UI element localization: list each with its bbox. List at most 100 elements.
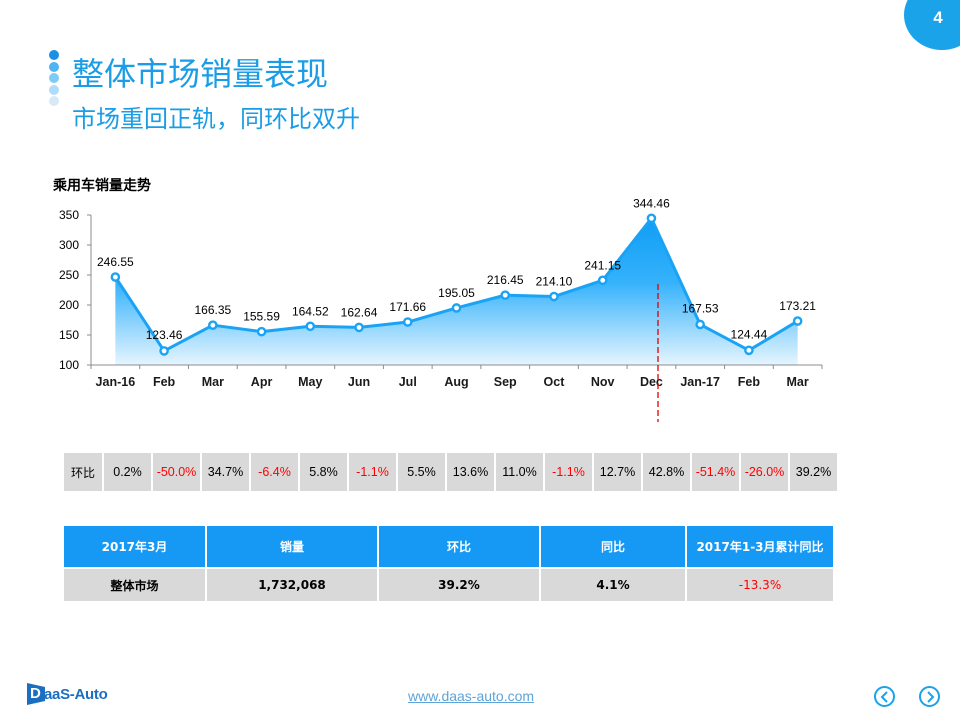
data-point [305, 321, 316, 332]
cell-ytd-yoy: -13.3% [685, 567, 835, 603]
data-point [110, 272, 121, 282]
title-dot [49, 73, 59, 84]
x-tick-label: Jun [348, 375, 370, 389]
logo-text: aaS-Auto [44, 685, 108, 703]
title-dot [49, 96, 59, 107]
x-tick-label: Nov [591, 375, 615, 389]
logo-mark-icon: D [27, 683, 45, 705]
x-tick-label: Mar [787, 375, 809, 389]
page-number: 4 [933, 8, 943, 27]
data-label: 124.44 [731, 327, 768, 341]
mom-cell: -50.0% [151, 451, 202, 493]
cell-yoy: 4.1% [539, 567, 687, 603]
chart-title: 乘用车销量走势 [53, 178, 151, 194]
data-label: 155.59 [243, 310, 280, 324]
data-label: 344.46 [633, 196, 670, 210]
mom-cell: 11.0% [494, 451, 545, 493]
x-tick-label: Mar [202, 375, 224, 389]
data-label: 164.52 [292, 304, 329, 318]
cell-market: 整体市场 [62, 567, 207, 603]
mom-cell: -1.1% [347, 451, 398, 493]
data-label: 123.46 [146, 328, 183, 342]
cell-sales: 1,732,068 [205, 567, 379, 603]
y-tick-label: 300 [59, 238, 79, 252]
mom-cell: 12.7% [592, 451, 643, 493]
mom-cell: 5.8% [298, 451, 349, 493]
header-yoy: 同比 [539, 526, 687, 569]
data-label: 166.35 [194, 303, 231, 317]
mom-ratio-table: 环比 0.2% -50.0% 34.7% -6.4% 5.8% -1.1% 5.5% 13.6… [62, 451, 839, 493]
header-month: 2017年3月 [62, 526, 207, 569]
chevron-right-icon [926, 690, 934, 703]
data-label: 195.05 [438, 286, 475, 300]
mom-cell: 39.2% [788, 451, 839, 493]
data-point [744, 345, 754, 356]
data-point [792, 316, 803, 326]
x-tick-label: Jul [399, 375, 417, 389]
title-dot [49, 84, 59, 95]
y-tick-label: 250 [59, 268, 79, 282]
y-tick-label: 100 [59, 358, 79, 372]
title-dots-decoration [49, 50, 61, 108]
mom-cell: 42.8% [641, 451, 692, 493]
data-label: 214.10 [536, 275, 573, 289]
x-tick-label: Jan-17 [680, 375, 720, 389]
x-tick-label: Dec [640, 375, 663, 389]
sales-trend-chart: 100 150 200 250 300 350 Jan-16 Feb Mar Apr May Jun J… [59, 196, 823, 422]
daas-auto-logo: D aaS-Auto [27, 683, 108, 705]
x-tick-label: Aug [444, 375, 468, 389]
website-link[interactable]: www.daas-auto.com [408, 688, 535, 704]
data-point [549, 291, 559, 302]
y-tick-label: 350 [59, 208, 79, 222]
header-sales: 销量 [205, 526, 379, 569]
data-point [451, 303, 462, 313]
mom-cell: -51.4% [690, 451, 741, 493]
chevron-left-icon [880, 690, 888, 703]
data-label: 246.55 [97, 255, 134, 269]
data-label: 162.64 [341, 305, 378, 319]
data-point [597, 275, 608, 286]
mom-cell: -6.4% [249, 451, 300, 493]
header-ytd-yoy: 2017年1-3月累计同比 [685, 526, 835, 569]
x-tick-label: Feb [153, 375, 176, 389]
mom-cell: 34.7% [200, 451, 251, 493]
data-point [354, 322, 364, 333]
y-tick-label: 200 [59, 298, 79, 312]
summary-header-row: 2017年3月 销量 环比 同比 2017年1-3月累计同比 [62, 526, 835, 569]
data-point [695, 319, 705, 330]
header-mom: 环比 [377, 526, 541, 569]
mom-cell: 0.2% [102, 451, 153, 493]
data-label: 216.45 [487, 273, 524, 287]
data-point [159, 346, 169, 356]
next-slide-button[interactable] [919, 686, 940, 707]
table-row: 整体市场 1,732,068 39.2% 4.1% -13.3% [62, 567, 835, 603]
mom-cell: 5.5% [396, 451, 447, 493]
title-dot [49, 61, 59, 72]
cell-mom: 39.2% [377, 567, 541, 603]
data-label: 171.66 [389, 300, 426, 314]
sales-area [115, 218, 798, 365]
data-point [402, 317, 413, 327]
x-tick-label: Sep [494, 375, 517, 389]
data-label: 241.15 [584, 258, 621, 272]
x-tick-label: Apr [251, 375, 273, 389]
data-point [500, 290, 511, 300]
mom-cell: -26.0% [739, 451, 790, 493]
title-dot [49, 50, 59, 60]
data-label: 167.53 [682, 301, 719, 315]
x-tick-label: Oct [544, 375, 566, 389]
mom-cell: -1.1% [543, 451, 594, 493]
page-subtitle: 市场重回正轨，同环比双升 [72, 105, 360, 133]
mom-label: 环比 [62, 451, 104, 493]
data-point [256, 326, 267, 337]
x-tick-label: Feb [738, 375, 761, 389]
y-tick-label: 150 [59, 328, 79, 342]
mom-cell: 13.6% [445, 451, 496, 493]
prev-slide-button[interactable] [874, 686, 895, 707]
mom-ratio-row: 环比 0.2% -50.0% 34.7% -6.4% 5.8% -1.1% 5.5% 13.6… [62, 451, 839, 493]
page-title: 整体市场销量表现 [72, 55, 329, 93]
x-tick-label: May [298, 375, 322, 389]
data-point [646, 213, 657, 224]
data-label: 173.21 [779, 299, 816, 313]
x-tick-label: Jan-16 [96, 375, 136, 389]
